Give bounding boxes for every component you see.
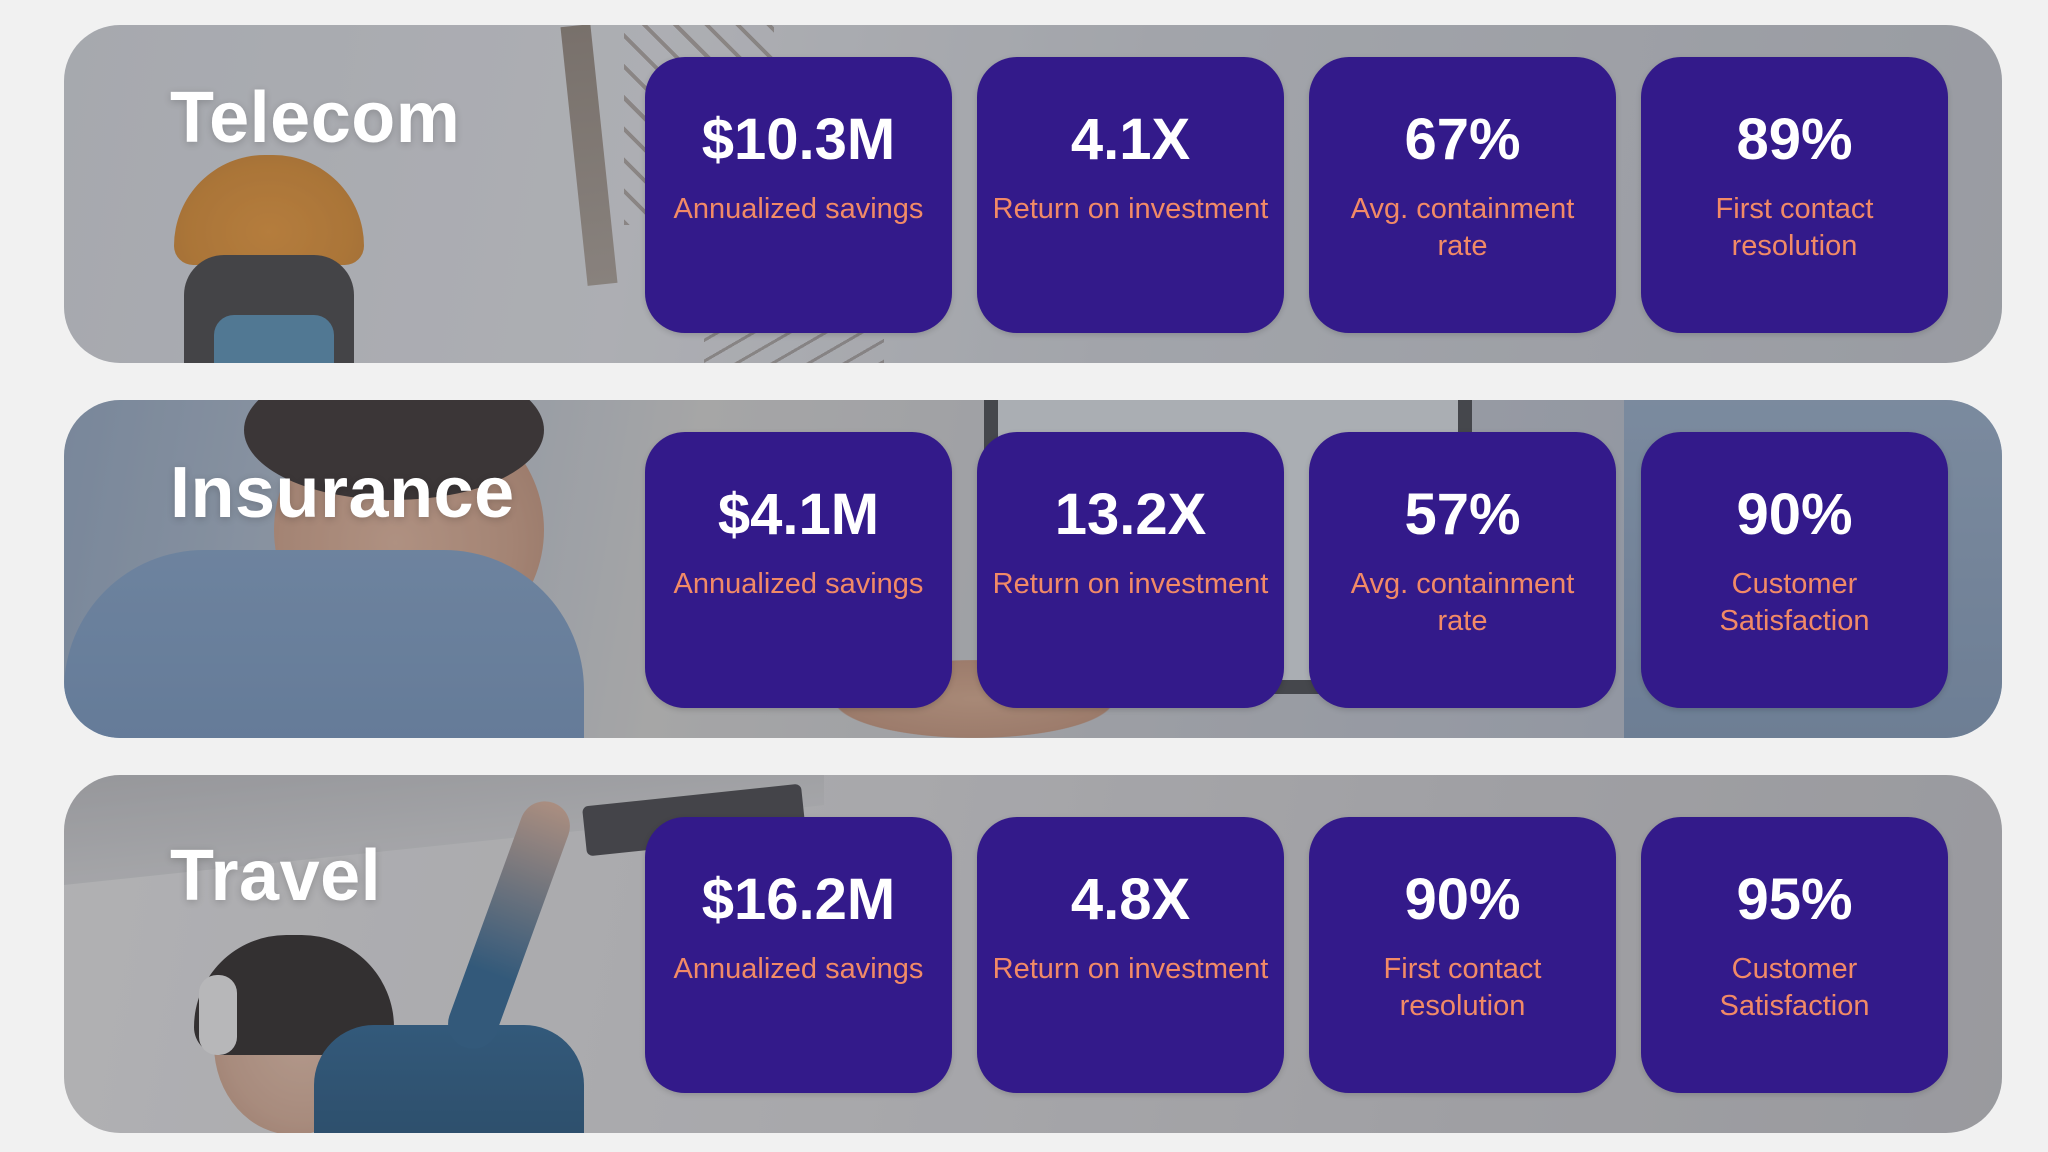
stat-card: 4.8X Return on investment	[977, 817, 1284, 1093]
stat-label: First contact resolution	[1715, 193, 1874, 262]
stat-value: $4.1M	[717, 482, 880, 547]
stat-label: Return on investment	[992, 193, 1269, 225]
stat-value: 4.1X	[1070, 107, 1191, 172]
stat-label: Customer Satisfaction	[1719, 953, 1870, 1022]
stat-label: Return on investment	[992, 568, 1269, 600]
stat-value: $10.3M	[701, 107, 896, 172]
stat-value: 67%	[1404, 107, 1521, 172]
stat-value: $16.2M	[701, 867, 896, 932]
stat-card: 90% First contact resolution	[1309, 817, 1616, 1093]
stat-value: 13.2X	[1054, 482, 1207, 547]
stat-label: Annualized savings	[673, 193, 924, 225]
section-title: Insurance	[170, 453, 515, 533]
stat-value: 90%	[1736, 482, 1853, 547]
section-travel: Travel $16.2M Annualized savings 4.8X Re…	[64, 775, 2002, 1133]
stat-label: First contact resolution	[1383, 953, 1542, 1022]
stat-value: 95%	[1736, 867, 1853, 932]
stat-label: Customer Satisfaction	[1719, 568, 1870, 637]
stat-card: 13.2X Return on investment	[977, 432, 1284, 708]
stat-card: 67% Avg. containment rate	[1309, 57, 1616, 333]
section-telecom: Telecom $10.3M Annualized savings 4.1X R…	[64, 25, 2002, 363]
stat-label: Avg. containment rate	[1350, 193, 1575, 262]
stat-label: Return on investment	[992, 953, 1269, 985]
stat-card: $4.1M Annualized savings	[645, 432, 952, 708]
stat-label: Annualized savings	[673, 953, 924, 985]
stat-label: Avg. containment rate	[1350, 568, 1575, 637]
stat-label: Annualized savings	[673, 568, 924, 600]
stat-card: $16.2M Annualized savings	[645, 817, 952, 1093]
section-title: Travel	[170, 836, 382, 916]
section-insurance: Insurance $4.1M Annualized savings 13.2X…	[64, 400, 2002, 738]
stat-value: 89%	[1736, 107, 1853, 172]
stat-card: 4.1X Return on investment	[977, 57, 1284, 333]
stat-card: $10.3M Annualized savings	[645, 57, 952, 333]
stat-card: 89% First contact resolution	[1641, 57, 1948, 333]
stat-value: 57%	[1404, 482, 1521, 547]
stat-value: 4.8X	[1070, 867, 1191, 932]
stat-card: 90% Customer Satisfaction	[1641, 432, 1948, 708]
stat-card: 95% Customer Satisfaction	[1641, 817, 1948, 1093]
stat-card: 57% Avg. containment rate	[1309, 432, 1616, 708]
stat-value: 90%	[1404, 867, 1521, 932]
section-title: Telecom	[170, 78, 461, 158]
